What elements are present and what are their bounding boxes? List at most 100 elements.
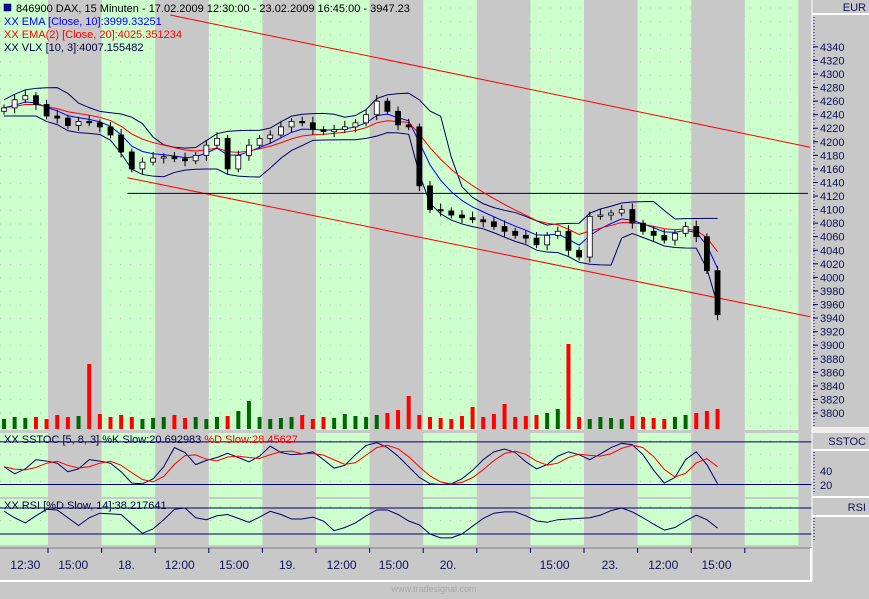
candle [96, 122, 103, 128]
volume-bar [428, 417, 432, 429]
session-stripe [744, 499, 799, 545]
y-tick-label: 3980 [820, 286, 844, 298]
lower-channel-line [127, 177, 811, 318]
candle [288, 121, 295, 128]
y-tick-label: 4120 [820, 191, 844, 203]
sstoc-k-line [3, 442, 718, 486]
candle [459, 214, 465, 219]
candle [597, 214, 604, 217]
volume-bar [310, 419, 315, 429]
y-tick-label: 4080 [820, 218, 844, 230]
candle [128, 151, 135, 170]
session-stripe [316, 433, 370, 497]
volume-bar [289, 417, 294, 429]
y-tick-label: 4100 [820, 205, 844, 217]
volume-bar [438, 418, 443, 429]
candle [320, 129, 327, 133]
volume-bar [364, 417, 369, 429]
legend-sstoc[interactable]: XX SSTOC [5, 8, 3] %K Slow:20.692983 %D … [4, 434, 298, 446]
trend-lines[interactable] [127, 14, 811, 318]
candle [235, 154, 242, 170]
candle [384, 100, 391, 112]
volume-bar [76, 416, 81, 429]
volume-bar [672, 417, 677, 429]
volume-bar [715, 409, 720, 429]
volume-bar [651, 418, 656, 429]
volume-bar [65, 417, 70, 429]
candle [469, 217, 476, 221]
volume-bar [300, 415, 305, 429]
candle [448, 210, 455, 216]
volume-bar [694, 413, 699, 429]
session-stripe [637, 0, 692, 430]
candle [182, 158, 188, 162]
volume-bar [396, 410, 401, 429]
volume-bar [87, 364, 92, 429]
candle [192, 154, 199, 162]
candle [565, 230, 572, 251]
y-tick-label: 4040 [820, 245, 844, 257]
time-axis[interactable]: 12:30 15:00 18. 12:00 15:00 19. 12:00 15:00 20. 1… [0, 547, 812, 582]
candle [224, 138, 231, 170]
volume-bar [2, 419, 6, 429]
candle [139, 161, 146, 170]
y-tick-label: 3800 [820, 408, 844, 420]
y-tick-label: 3860 [820, 367, 844, 379]
session-stripe [208, 433, 263, 497]
volume-bar [342, 414, 347, 429]
legend-ema10[interactable]: XX EMA [Close, 10]:3999.33251 [4, 16, 162, 28]
y-tick-label: 4260 [820, 96, 844, 108]
candle [480, 219, 487, 223]
candle [672, 232, 678, 241]
volume-bar [470, 407, 475, 429]
panel-divider[interactable] [0, 545, 812, 548]
candle [341, 126, 348, 130]
volume-bar [566, 344, 571, 429]
volume-bar [481, 417, 486, 429]
sstoc-d-line [3, 444, 718, 485]
x-tick-label: 12:00 [327, 558, 357, 572]
panel-divider[interactable] [0, 430, 812, 433]
candle [1, 107, 7, 112]
volume-bar [555, 409, 560, 429]
legend-ema20[interactable]: XX EMA(2) [Close, 20]:4025.351234 [4, 29, 182, 41]
volume-bar [491, 414, 496, 429]
volume-bar [545, 413, 550, 429]
legend-vlx[interactable]: XX VLX [10, 3]:4007.155482 [4, 42, 143, 54]
y-tick-label: 4280 [820, 83, 844, 95]
volume-bar [577, 417, 582, 429]
candle [650, 230, 657, 236]
session-stripe [530, 433, 584, 497]
x-tick-label: 12:30 [10, 558, 40, 572]
volume-bar [406, 396, 411, 429]
y-tick-label: 4180 [820, 150, 844, 162]
volume-bar [278, 418, 283, 429]
rsi-axis-title: RSI [848, 502, 866, 514]
volume-bar [587, 419, 592, 429]
candle [299, 121, 306, 124]
legend-rsi[interactable]: XX RSI [%D Slow, 14]:38.217641 [4, 500, 167, 512]
y-tick-label: 4140 [820, 177, 844, 189]
session-stripe [744, 433, 799, 497]
y-tick-label: 4060 [820, 232, 844, 244]
candle [75, 121, 82, 126]
session-stripe [744, 0, 799, 430]
symbol-square-icon [3, 3, 12, 12]
candle [150, 157, 157, 163]
candle [54, 115, 61, 119]
y-tick-label: 3920 [820, 327, 844, 339]
candle [160, 156, 167, 159]
panel-divider[interactable] [0, 497, 812, 499]
candle [267, 134, 274, 139]
volume-bar [119, 415, 124, 429]
y-tick-label: 3940 [820, 313, 844, 325]
watermark: www.tradesignal.com [390, 584, 476, 594]
volume-bar [204, 419, 209, 429]
y-tick-label: 4200 [820, 137, 844, 149]
volume-bar [225, 416, 230, 429]
volume-bar [459, 416, 464, 429]
volume-bar [513, 417, 518, 429]
y-tick-label: 3880 [820, 354, 844, 366]
